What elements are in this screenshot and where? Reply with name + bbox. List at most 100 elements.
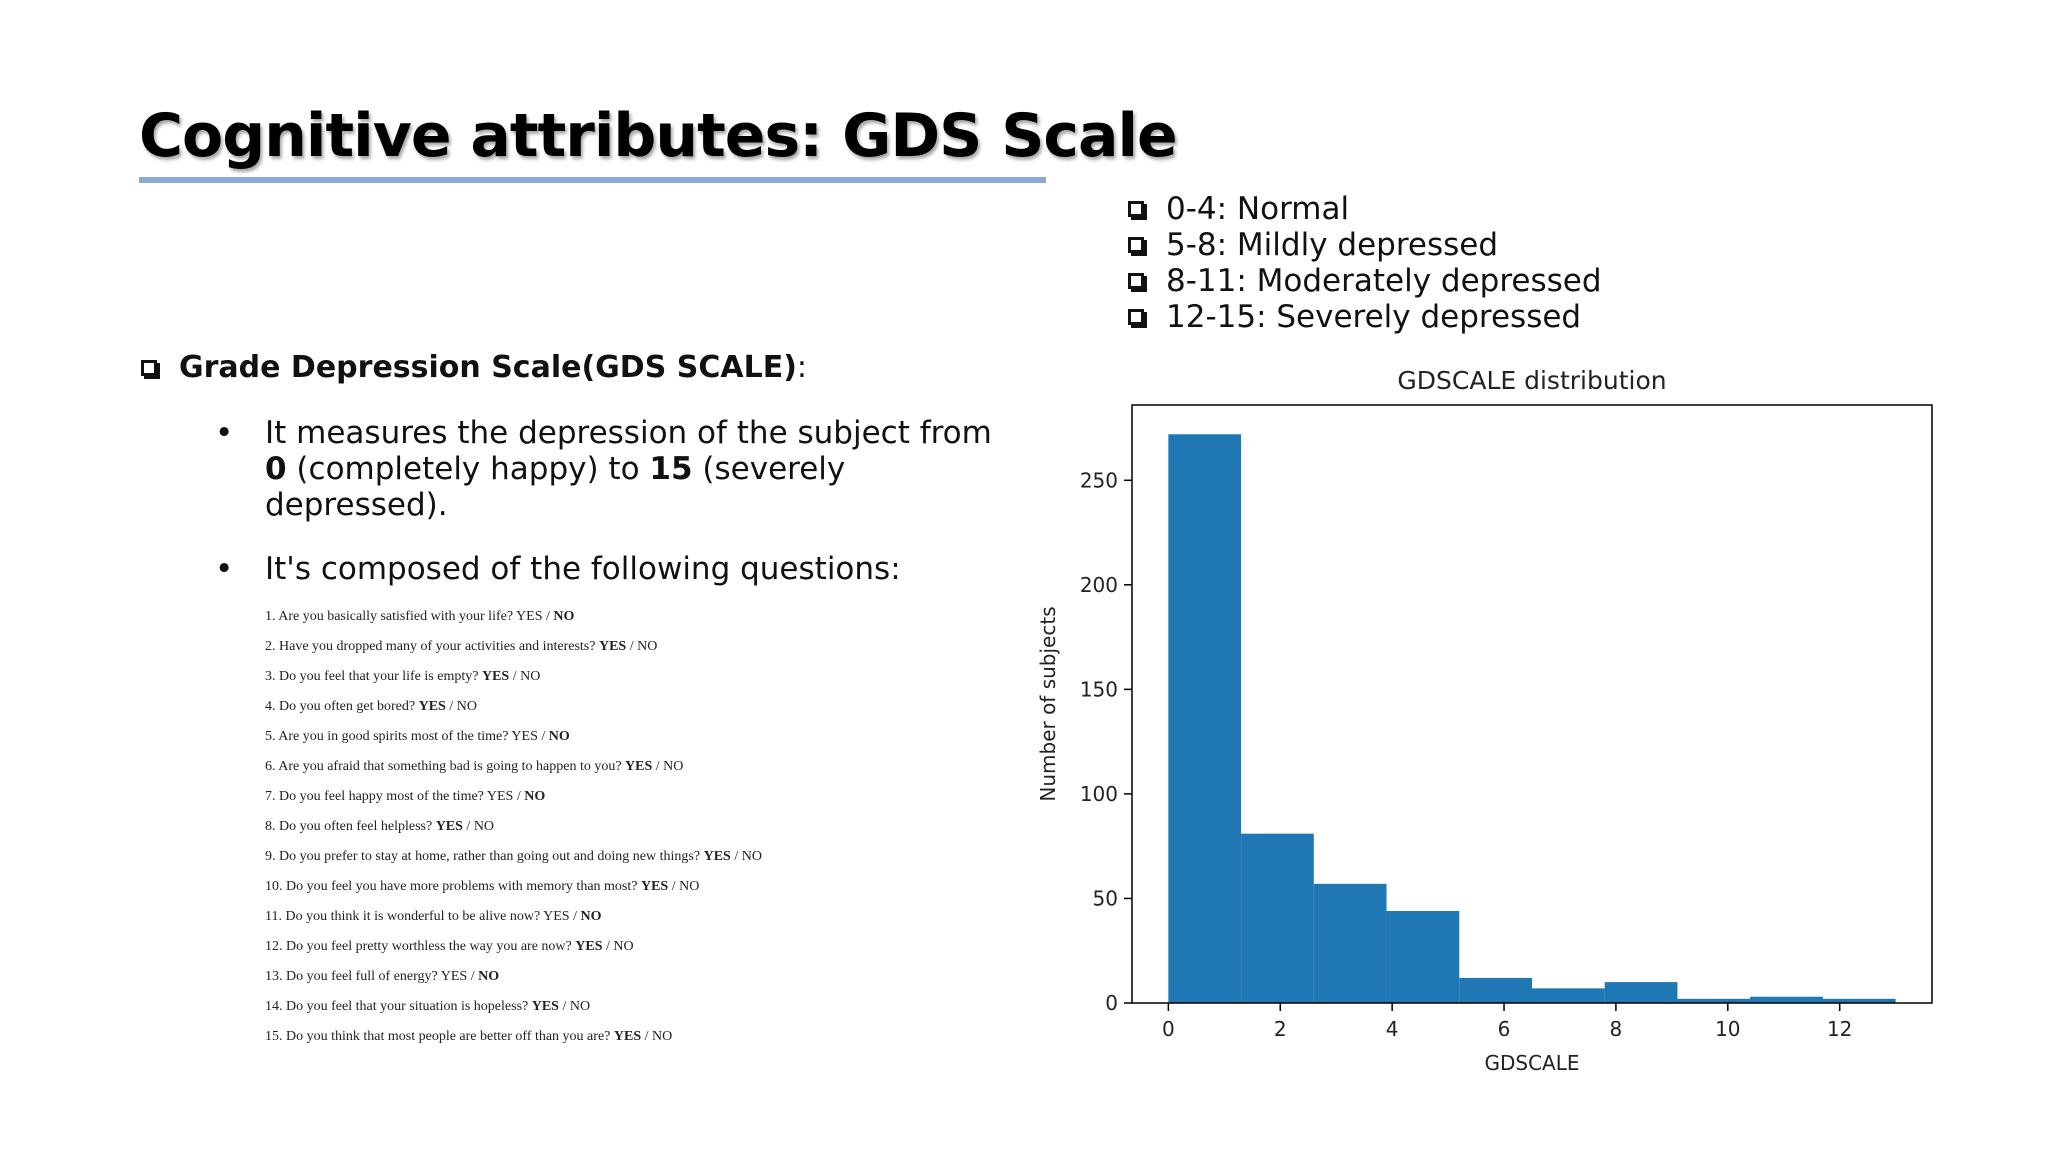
question-text: 4. Do you often get bored? <box>265 699 419 714</box>
answer-no: NO <box>637 639 658 654</box>
histogram-bar-1 <box>1241 833 1314 1003</box>
answer-separator: / <box>569 909 581 924</box>
answer-yes: YES <box>486 789 514 804</box>
checkbox-bullet-icon <box>1128 237 1144 253</box>
histogram-bar-7 <box>1677 998 1751 1003</box>
plot-frame <box>1131 404 1933 1004</box>
severity-item-moderate: 8-11: Moderately depressed <box>1128 263 1602 299</box>
x-tick-label: 2 <box>1274 1017 1287 1041</box>
answer-yes: YES <box>516 609 543 624</box>
question-item: 5. Are you in good spirits most of the t… <box>265 722 762 752</box>
answer-no: NO <box>456 699 477 714</box>
answer-separator: / <box>641 1029 652 1044</box>
gds-heading-abbrev: (GDS SCALE) <box>581 350 797 385</box>
answer-yes: YES <box>598 639 627 654</box>
x-tick-label: 4 <box>1386 1017 1399 1041</box>
title-underline <box>139 177 1046 183</box>
histogram-bar-4 <box>1459 977 1532 1003</box>
answer-no: NO <box>569 999 591 1014</box>
answer-separator: / <box>509 669 521 684</box>
question-text: 6. Are you afraid that something bad is … <box>265 759 626 774</box>
question-text: 5. Are you in good spirits most of the t… <box>265 729 512 744</box>
severity-item-mild: 5-8: Mildly depressed <box>1128 227 1602 263</box>
question-text: 12. Do you feel pretty worthless the way… <box>265 939 576 954</box>
answer-no: NO <box>679 879 700 894</box>
answer-yes: YES <box>531 999 559 1014</box>
answer-separator: / <box>730 849 742 864</box>
question-item: 11. Do you think it is wonderful to be a… <box>265 902 762 932</box>
histogram-bar-8 <box>1750 996 1823 1003</box>
gds-heading-name: Grade Depression Scale <box>179 350 582 385</box>
question-text: 13. Do you feel full of energy? <box>265 969 441 984</box>
histogram-bar-2 <box>1313 883 1387 1003</box>
question-text: 9. Do you prefer to stay at home, rather… <box>265 849 704 864</box>
y-tick-label: 250 <box>1080 468 1118 492</box>
answer-no: NO <box>652 1029 673 1044</box>
answer-yes: YES <box>625 759 653 774</box>
question-text: 1. Are you basically satisfied with your… <box>265 609 517 624</box>
answer-no: NO <box>524 789 546 804</box>
answer-yes: YES <box>543 909 570 924</box>
answer-separator: / <box>513 789 525 804</box>
x-axis-label: GDSCALE <box>1484 1051 1579 1075</box>
answer-no: NO <box>520 669 541 684</box>
checkbox-bullet-icon <box>1128 201 1144 217</box>
bullet-dot-icon: • <box>215 551 234 587</box>
bullet-composition: • It's composed of the following questio… <box>215 551 901 587</box>
question-item: 14. Do you feel that your situation is h… <box>265 992 762 1022</box>
question-item: 1. Are you basically satisfied with your… <box>265 602 762 632</box>
gds-questions-list: 1. Are you basically satisfied with your… <box>265 602 762 1052</box>
gds-heading: Grade Depression Scale (GDS SCALE): <box>141 350 807 385</box>
gds-bullets: • It measures the depression of the subj… <box>215 415 995 587</box>
histogram-bar-0 <box>1168 434 1242 1004</box>
answer-yes: YES <box>481 669 510 684</box>
answer-separator: / <box>626 639 638 654</box>
question-text: 8. Do you often feel helpless? <box>265 819 436 834</box>
answer-separator: / <box>558 999 570 1014</box>
histogram-bar-3 <box>1386 911 1460 1003</box>
x-tick-label: 8 <box>1610 1017 1623 1041</box>
y-tick-label: 0 <box>1105 991 1118 1015</box>
bullet-dot-icon: • <box>215 415 234 451</box>
answer-no: NO <box>478 969 500 984</box>
question-text: 3. Do you feel that your life is empty? <box>265 669 482 684</box>
question-item: 4. Do you often get bored? YES / NO <box>265 692 762 722</box>
slide-title: Cognitive attributes: GDS Scale <box>139 101 1178 171</box>
gds-heading-colon: : <box>796 350 808 385</box>
histogram-bar-9 <box>1822 998 1896 1003</box>
x-tick-label: 10 <box>1715 1017 1740 1041</box>
question-text: 11. Do you think it is wonderful to be a… <box>265 909 544 924</box>
checkbox-bullet-icon <box>141 359 157 376</box>
question-item: 2. Have you dropped many of your activit… <box>265 632 762 662</box>
answer-separator: / <box>462 819 474 834</box>
question-item: 8. Do you often feel helpless? YES / NO <box>265 812 762 842</box>
y-tick-label: 100 <box>1080 782 1118 806</box>
answer-yes: YES <box>613 1029 642 1044</box>
answer-no: NO <box>548 729 570 744</box>
histogram-svg: 0 2 4 6 8 10 12 0 50 100 150 200 250 GDSCALE distribu… <box>1036 366 1933 1075</box>
answer-separator: / <box>602 939 614 954</box>
x-tick-label: 12 <box>1827 1017 1852 1041</box>
answer-yes: YES <box>511 729 538 744</box>
answer-no: NO <box>663 759 684 774</box>
severity-item-severe: 12-15: Severely depressed <box>1128 299 1602 335</box>
answer-yes: YES <box>435 819 463 834</box>
answer-yes: YES <box>640 879 669 894</box>
question-item: 6. Are you afraid that something bad is … <box>265 752 762 782</box>
answer-no: NO <box>613 939 634 954</box>
answer-separator: / <box>467 969 479 984</box>
answer-no: NO <box>580 909 602 924</box>
answer-yes: YES <box>575 939 603 954</box>
checkbox-bullet-icon <box>1128 309 1144 325</box>
question-item: 12. Do you feel pretty worthless the way… <box>265 932 762 962</box>
gdscale-histogram: 0 2 4 6 8 10 12 0 50 100 150 200 250 GDSCALE distribu… <box>1020 355 1960 1075</box>
answer-yes: YES <box>703 849 731 864</box>
answer-separator: / <box>537 729 549 744</box>
answer-yes: YES <box>440 969 468 984</box>
question-text: 15. Do you think that most people are be… <box>265 1029 614 1044</box>
answer-no: NO <box>553 609 575 624</box>
histogram-bar-5 <box>1532 988 1605 1003</box>
answer-yes: YES <box>418 699 446 714</box>
answer-no: NO <box>473 819 495 834</box>
